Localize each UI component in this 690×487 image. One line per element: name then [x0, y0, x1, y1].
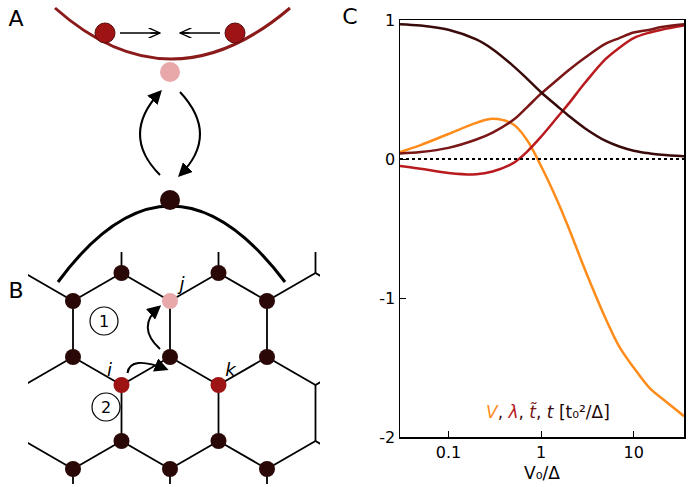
svg-text:0.1: 0.1 — [436, 443, 461, 462]
svg-text:V₀/Δ: V₀/Δ — [524, 463, 560, 483]
svg-text:-2: -2 — [379, 428, 395, 447]
svg-text:i: i — [107, 359, 112, 380]
svg-text:2: 2 — [101, 398, 111, 417]
svg-text:C: C — [342, 4, 357, 29]
svg-text:-1: -1 — [379, 289, 395, 308]
svg-text:A: A — [8, 6, 23, 31]
svg-text:B: B — [8, 278, 23, 303]
svg-text:1: 1 — [99, 312, 109, 331]
svg-text:k: k — [225, 359, 237, 380]
svg-text:V, λ, t̃, t [t₀²/Δ]: V, λ, t̃, t [t₀²/Δ] — [486, 402, 610, 422]
svg-text:1: 1 — [385, 11, 395, 30]
svg-text:0: 0 — [385, 150, 395, 169]
svg-text:j: j — [176, 273, 184, 294]
svg-text:1: 1 — [536, 443, 546, 462]
svg-text:10: 10 — [623, 443, 643, 462]
